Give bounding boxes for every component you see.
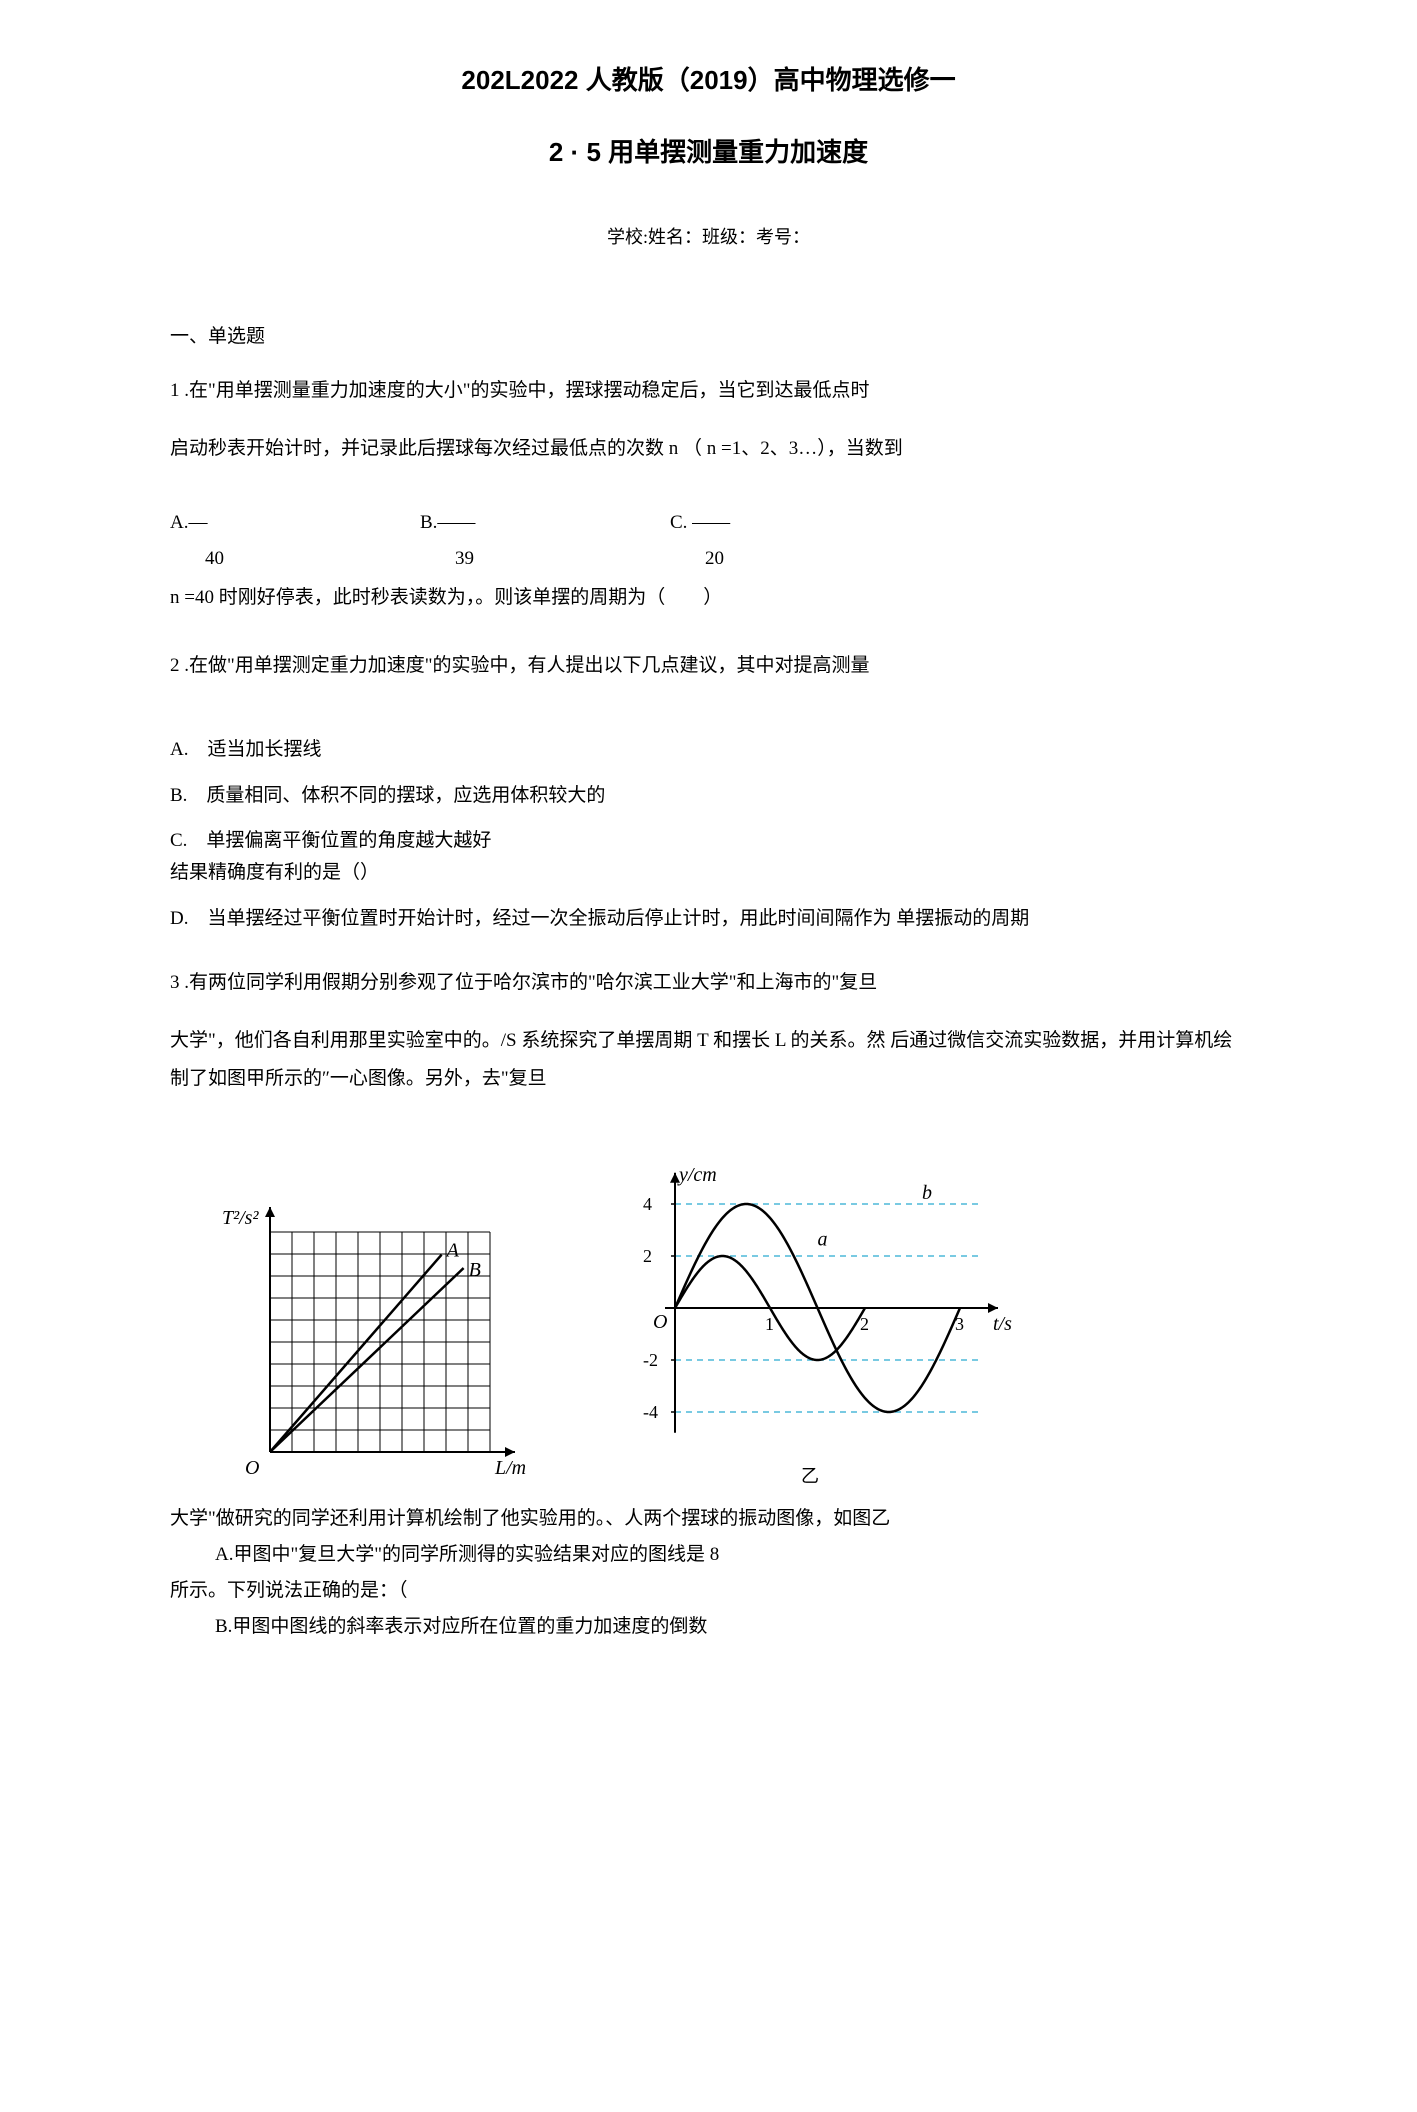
- figure-right: -4 -2 2 4 1 2 3 y/cm t/s Oa b 乙: [600, 1148, 1020, 1490]
- svg-text:3: 3: [955, 1314, 964, 1334]
- section-title: 一、单选题: [170, 322, 1247, 352]
- q3-text-p1: 3 .有两位同学利用假期分别参观了位于哈尔滨市的"哈尔滨工业大学"和上海市的"复…: [170, 964, 1247, 1002]
- svg-text:T²/s²: T²/s²: [222, 1207, 259, 1229]
- svg-text:A: A: [445, 1240, 460, 1262]
- figure-left: T²/s² L/m O AB: [210, 1182, 540, 1491]
- figure-left-svg: T²/s² L/m O AB: [210, 1182, 540, 1482]
- q3-inter-b: B.甲图中图线的斜率表示对应所在位置的重力加速度的倒数: [170, 1609, 1247, 1645]
- svg-text:-2: -2: [643, 1350, 658, 1370]
- form-line: 学校:姓名：班级：考号：: [170, 223, 1247, 252]
- figures-row: T²/s² L/m O AB -4 -2 2 4 1 2 3 y/cm t/s Oa b 乙: [210, 1148, 1247, 1490]
- svg-text:y/cm: y/cm: [677, 1164, 717, 1186]
- q1-options-vals: 40 39 20: [170, 544, 1247, 574]
- q2-result-line: 结果精确度有利的是（）: [170, 858, 1247, 888]
- q3-text-p3: 大学"做研究的同学还利用计算机绘制了他实验用的。、人两个摆球的振动图像，如图乙: [170, 1501, 1247, 1537]
- svg-text:-4: -4: [643, 1402, 658, 1422]
- svg-text:4: 4: [643, 1194, 652, 1214]
- svg-text:O: O: [245, 1457, 259, 1479]
- q2-opt-c: C. 单摆偏离平衡位置的角度越大越好: [170, 826, 1247, 856]
- q3-text-p2: 大学"，他们各自利用那里实验室中的。/S 系统探究了单摆周期 T 和摆长 L 的…: [170, 1022, 1247, 1098]
- q1-text-p3: n =40 时刚好停表，此时秒表读数为，。则该单摆的周期为（ ）: [170, 579, 1247, 617]
- page-title-sub: 2 · 5 用单摆测量重力加速度: [170, 132, 1247, 174]
- svg-text:L/m: L/m: [494, 1457, 526, 1479]
- page-title-main: 202L2022 人教版（2019）高中物理选修一: [170, 60, 1247, 102]
- q1-opt-a-label: A.—: [170, 508, 207, 538]
- q1-options: A.— B.—— C. ——: [170, 508, 1247, 538]
- q3-text-p4: 所示。下列说法正确的是：（: [170, 1573, 1247, 1609]
- svg-text:2: 2: [860, 1314, 869, 1334]
- svg-text:2: 2: [643, 1246, 652, 1266]
- q1-opt-c-label: C. ——: [670, 508, 730, 538]
- q1-opt-a-val: 40: [205, 548, 224, 569]
- figure-right-caption: 乙: [600, 1462, 1020, 1491]
- q3-inter-a: A.甲图中"复旦大学"的同学所测得的实验结果对应的图线是 8: [170, 1537, 1247, 1573]
- q1-text-p1: 1 .在"用单摆测量重力加速度的大小"的实验中，摆球摆动稳定后，当它到达最低点时: [170, 372, 1247, 410]
- svg-text:1: 1: [765, 1314, 774, 1334]
- q2-opt-d: D. 当单摆经过平衡位置时开始计时，经过一次全振动后停止计时，用此时间间隔作为 …: [170, 904, 1247, 934]
- q2-text: 2 .在做"用单摆测定重力加速度"的实验中，有人提出以下几点建议，其中对提高测量: [170, 647, 1247, 685]
- svg-text:B: B: [469, 1259, 481, 1281]
- svg-text:t/s: t/s: [993, 1313, 1012, 1335]
- svg-text:b: b: [922, 1182, 932, 1204]
- svg-text:O: O: [653, 1311, 667, 1333]
- svg-text:a: a: [818, 1229, 828, 1251]
- q2-opt-a: A. 适当加长摆线: [170, 735, 1247, 765]
- q1-opt-b-val: 39: [455, 548, 474, 569]
- q3-interleaved: 大学"做研究的同学还利用计算机绘制了他实验用的。、人两个摆球的振动图像，如图乙 …: [170, 1501, 1247, 1645]
- q2-opt-b: B. 质量相同、体积不同的摆球，应选用体积较大的: [170, 781, 1247, 811]
- q1-opt-b-label: B.——: [420, 508, 475, 538]
- figure-right-svg: -4 -2 2 4 1 2 3 y/cm t/s Oa b: [600, 1148, 1020, 1448]
- q1-opt-c-val: 20: [705, 548, 724, 569]
- q1-text-p2: 启动秒表开始计时，并记录此后摆球每次经过最低点的次数 n （ n =1、2、3……: [170, 430, 1247, 468]
